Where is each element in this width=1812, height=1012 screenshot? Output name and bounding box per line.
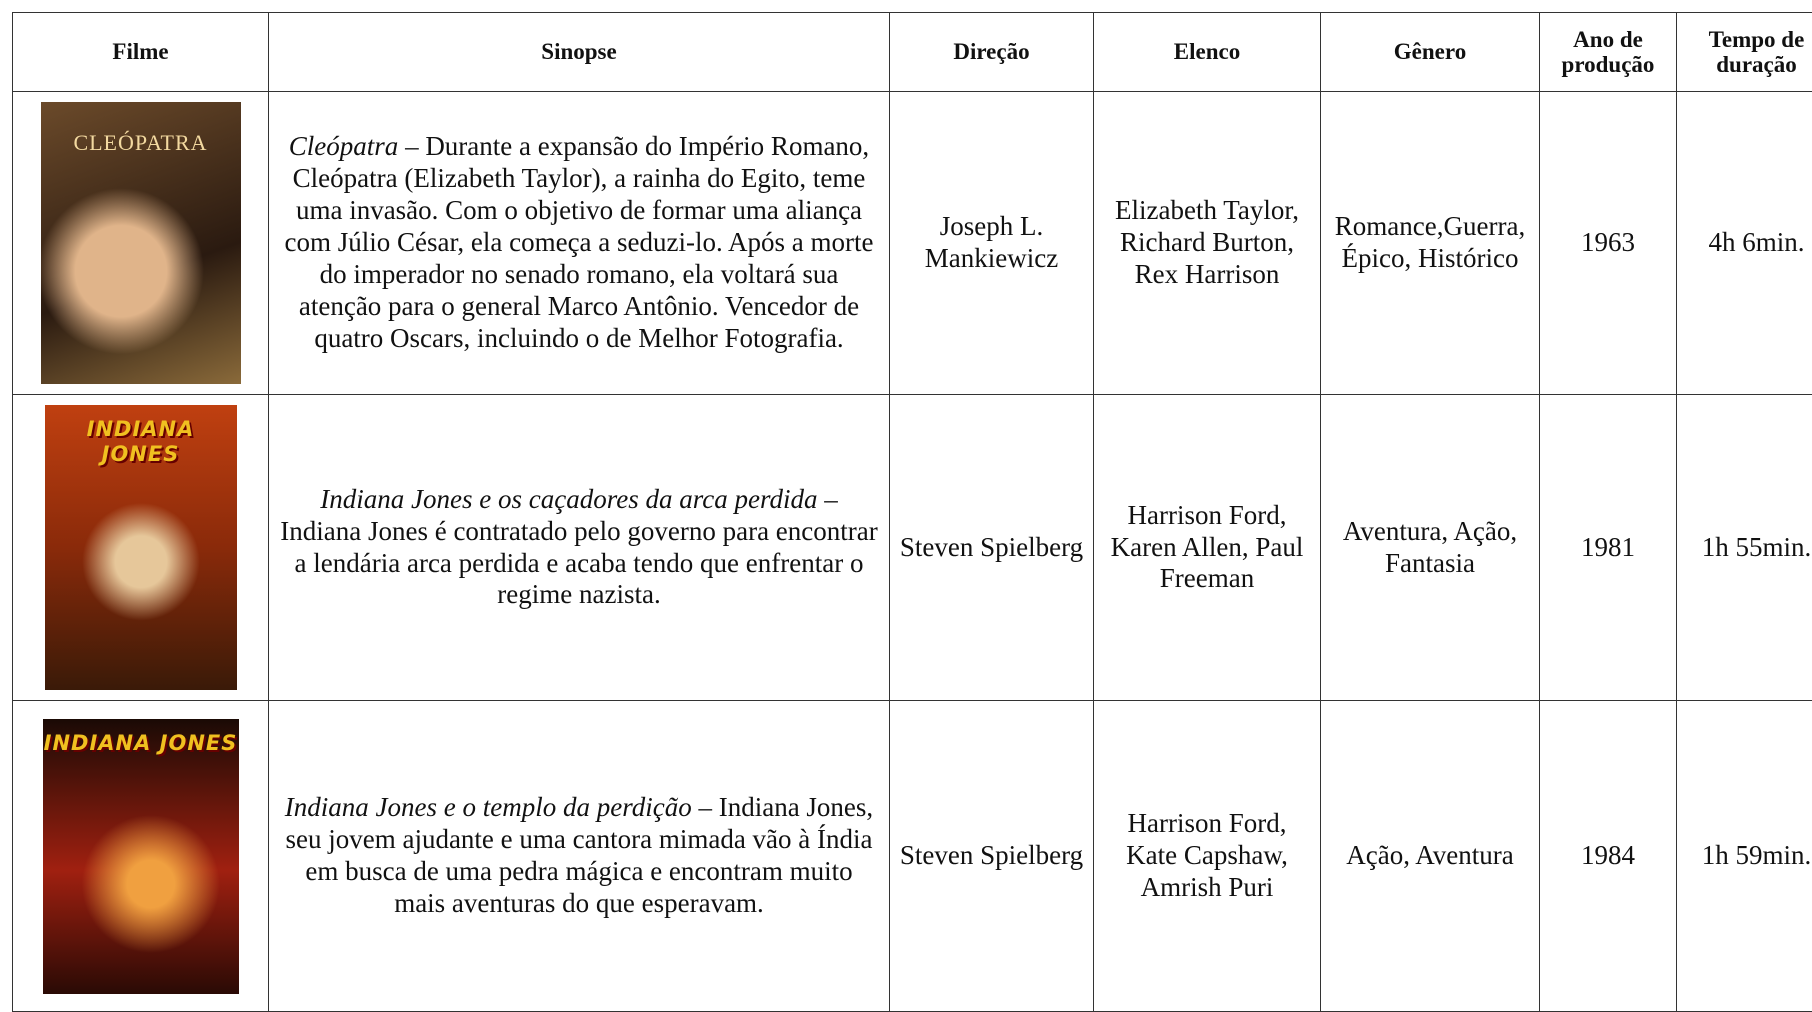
table-body: CLEÓPATRA Cleópatra – Durante a expansão … (13, 92, 1812, 1012)
movie-row: CLEÓPATRA Cleópatra – Durante a expansão … (13, 92, 1812, 395)
poster: CLEÓPATRA (41, 102, 241, 384)
column-header: Ano de produção (1540, 13, 1677, 92)
column-header: Gênero (1321, 13, 1540, 92)
poster: INDIANA JONES (45, 405, 237, 690)
poster: INDIANA JONES (43, 719, 239, 994)
synopsis-text: – Durante a expansão do Império Romano, … (285, 131, 874, 352)
column-header: Tempo de duração (1677, 13, 1812, 92)
poster-cell: CLEÓPATRA (13, 92, 269, 395)
cast-cell: Harrison Ford, Karen Allen, Paul Freeman (1094, 395, 1321, 701)
genre-cell: Ação, Aventura (1321, 701, 1540, 1012)
cast-cell: Elizabeth Taylor, Richard Burton, Rex Ha… (1094, 92, 1321, 395)
direction-cell: Joseph L. Mankiewicz (890, 92, 1094, 395)
cast-cell: Harrison Ford, Kate Capshaw, Amrish Puri (1094, 701, 1321, 1012)
year-cell: 1981 (1540, 395, 1677, 701)
synopsis-title: Indiana Jones e os caçadores da arca per… (320, 484, 817, 514)
duration-cell: 1h 55min. (1677, 395, 1812, 701)
direction-cell: Steven Spielberg (890, 395, 1094, 701)
duration-cell: 1h 59min. (1677, 701, 1812, 1012)
poster-title: INDIANA JONES (43, 731, 239, 756)
year-cell: 1984 (1540, 701, 1677, 1012)
poster-cell: INDIANA JONES (13, 701, 269, 1012)
column-header: Filme (13, 13, 269, 92)
synopsis-title: Indiana Jones e o templo da perdição (285, 792, 692, 822)
year-cell: 1963 (1540, 92, 1677, 395)
direction-cell: Steven Spielberg (890, 701, 1094, 1012)
poster-cell: INDIANA JONES (13, 395, 269, 701)
poster-title: CLEÓPATRA (41, 130, 241, 156)
poster-title: INDIANA JONES (45, 417, 237, 467)
column-header: Elenco (1094, 13, 1321, 92)
synopsis-cell: Indiana Jones e os caçadores da arca per… (269, 395, 890, 701)
genre-cell: Aventura, Ação, Fantasia (1321, 395, 1540, 701)
synopsis-cell: Cleópatra – Durante a expansão do Impéri… (269, 92, 890, 395)
column-header: Direção (890, 13, 1094, 92)
movie-row: INDIANA JONES Indiana Jones e o templo da… (13, 701, 1812, 1012)
movie-row: INDIANA JONES Indiana Jones e os caçadore… (13, 395, 1812, 701)
duration-cell: 4h 6min. (1677, 92, 1812, 395)
synopsis-cell: Indiana Jones e o templo da perdição – I… (269, 701, 890, 1012)
genre-cell: Romance,Guerra, Épico, Histórico (1321, 92, 1540, 395)
column-header: Sinopse (269, 13, 890, 92)
synopsis-title: Cleópatra (289, 131, 399, 161)
